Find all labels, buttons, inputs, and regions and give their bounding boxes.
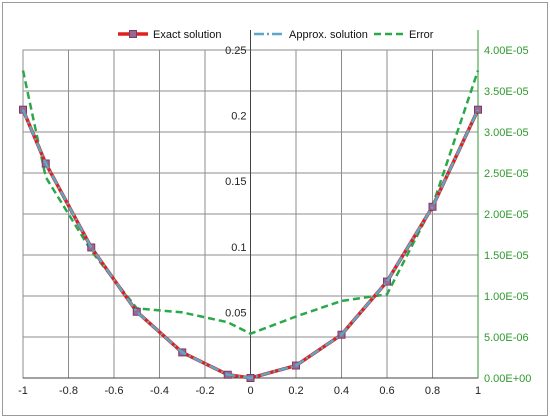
y-tick-label: 0.1 bbox=[231, 242, 246, 254]
series-layer bbox=[19, 70, 482, 382]
y2-tick-label: 0.00E+00 bbox=[484, 373, 531, 385]
x-tick-label: -0.2 bbox=[196, 385, 215, 397]
x-tick-label: 0.2 bbox=[288, 385, 303, 397]
series-line-approx-solution bbox=[21, 109, 480, 380]
legend-label-exact-solution: Exact solution bbox=[153, 29, 221, 41]
y2-tick-label: 2.00E-05 bbox=[484, 209, 529, 221]
x-tick-label: 0 bbox=[247, 385, 253, 397]
x-tick-label: 0.8 bbox=[425, 385, 440, 397]
x-tick-label: 1 bbox=[475, 385, 481, 397]
exact-solution-marker bbox=[19, 105, 27, 114]
x-tick-label: -0.4 bbox=[150, 385, 169, 397]
tick-labels: -1 -0.8 -0.6 -0.4 -0.2 0 0.2 0.4 0.6 0.8 10.00E+00… bbox=[18, 45, 531, 397]
series-line-error bbox=[21, 70, 480, 336]
legend-label-approx-solution: Approx. solution bbox=[289, 29, 368, 41]
y2-tick-label: 3.50E-05 bbox=[484, 86, 529, 98]
y-tick-label: 0.15 bbox=[225, 176, 246, 188]
y2-tick-label: 1.50E-05 bbox=[484, 250, 529, 262]
legend-marker-exact-solution bbox=[129, 30, 137, 38]
x-tick-label: 0.6 bbox=[379, 385, 394, 397]
y-tick-label: 0.25 bbox=[225, 45, 246, 57]
x-tick-label: 0.4 bbox=[334, 385, 349, 397]
y2-tick-label: 2.50E-05 bbox=[484, 168, 529, 180]
legend: Exact solution Approx. solution Error bbox=[118, 29, 434, 41]
x-tick-label: -0.8 bbox=[59, 385, 78, 397]
exact-solution-marker bbox=[383, 277, 391, 286]
x-tick-label: -1 bbox=[18, 385, 28, 397]
y-tick-label: 0.2 bbox=[231, 111, 246, 123]
y2-tick-label: 1.00E-05 bbox=[484, 291, 529, 303]
exact-solution-marker bbox=[474, 105, 482, 114]
legend-label-error: Error bbox=[409, 29, 434, 41]
x-tick-label: -0.6 bbox=[105, 385, 124, 397]
y2-tick-label: 3.00E-05 bbox=[484, 127, 529, 139]
y-tick-label: 0.05 bbox=[225, 307, 246, 319]
exact-solution-marker bbox=[132, 307, 141, 316]
y2-tick-label: 4.00E-05 bbox=[484, 45, 529, 57]
y2-tick-label: 5.00E-06 bbox=[484, 332, 529, 344]
axes bbox=[22, 30, 479, 379]
